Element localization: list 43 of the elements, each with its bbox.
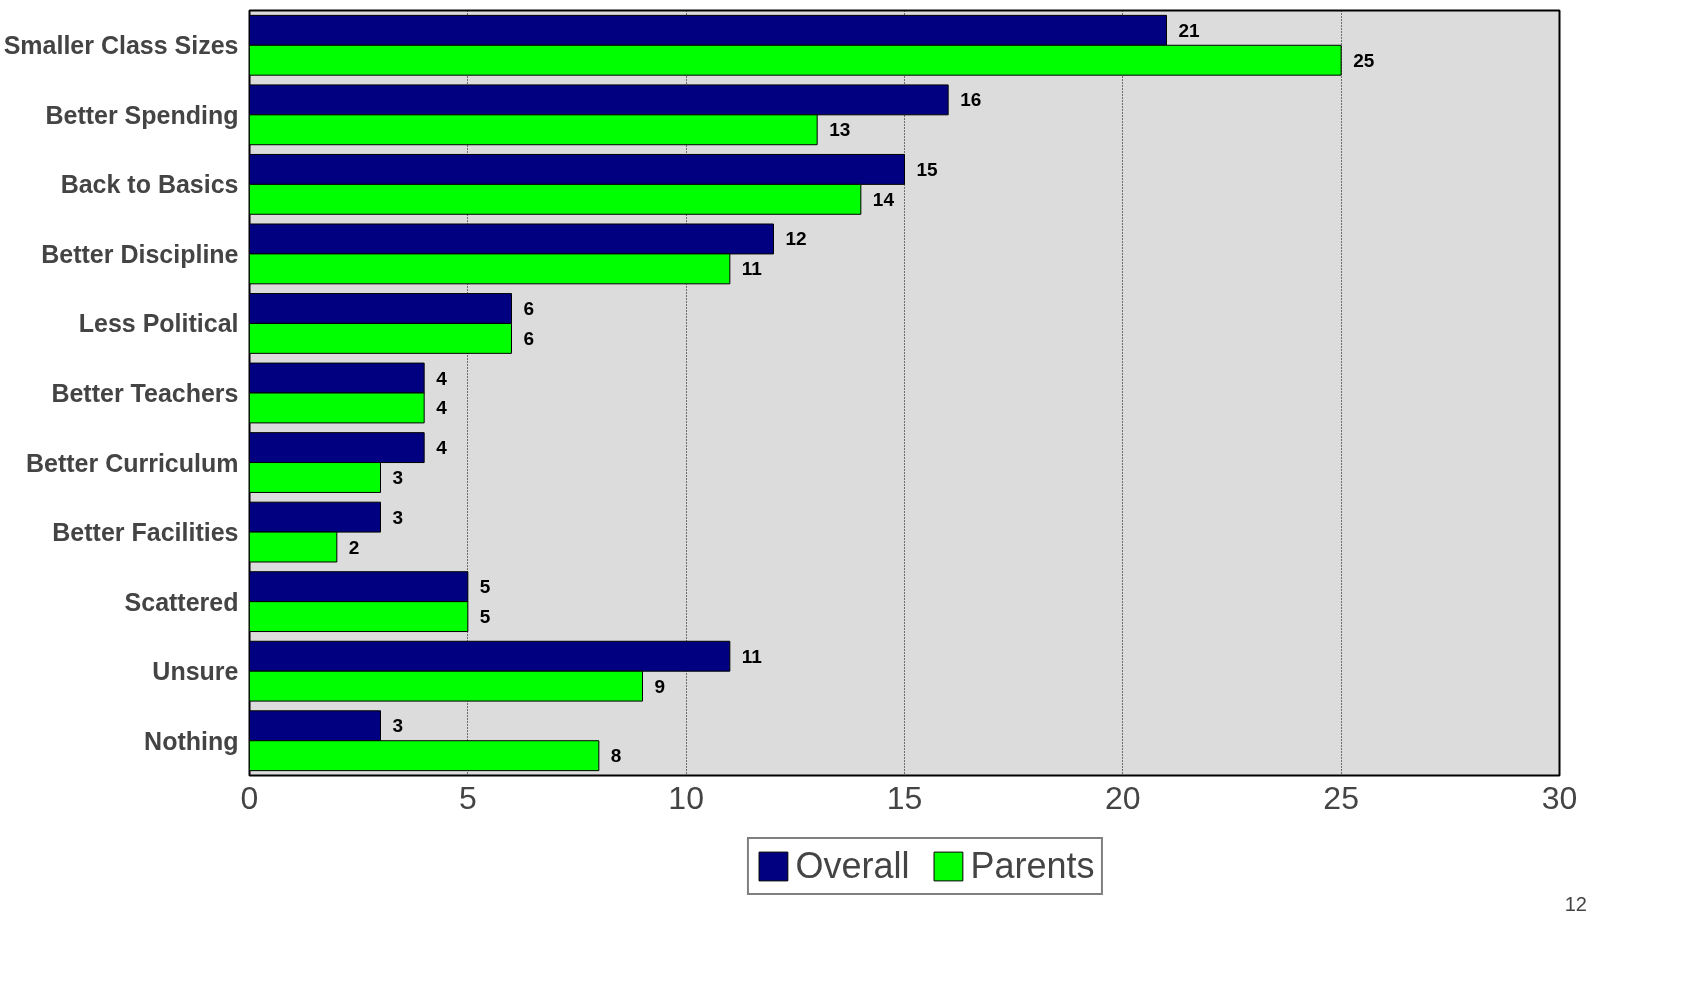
- text: 12: [1564, 892, 1587, 915]
- y-tick-label: Better Curriculum: [25, 448, 239, 477]
- y-tick-label: Smaller Class Sizes: [3, 31, 239, 60]
- y-tick-label: Nothing: [144, 726, 239, 755]
- data-label: 9: [654, 675, 666, 697]
- y-tick-label: Better Facilities: [52, 518, 239, 547]
- data-label: 3: [392, 506, 404, 528]
- y-tick-label: Better Discipline: [41, 239, 239, 268]
- x-tick-label: 25: [1323, 779, 1359, 816]
- data-label: 3: [392, 715, 404, 737]
- legend-label: Overall: [795, 845, 910, 887]
- data-label: 21: [1178, 19, 1201, 41]
- x-tick-label: 30: [1541, 779, 1578, 816]
- data-label: 4: [436, 367, 448, 389]
- y-tick-label: Back to Basics: [60, 170, 239, 199]
- x-tick-label: 15: [886, 779, 923, 816]
- data-label: 12: [785, 228, 807, 250]
- x-tick-label: 10: [668, 779, 704, 816]
- y-tick-label: Unsure: [152, 657, 239, 686]
- data-label: 8: [610, 745, 622, 767]
- data-label: 14: [872, 188, 895, 210]
- x-tick-label: 0: [240, 779, 259, 816]
- y-tick-label: Less Political: [78, 309, 239, 338]
- data-label: 13: [829, 119, 851, 141]
- data-label: 5: [479, 606, 491, 628]
- data-label: 25: [1353, 49, 1375, 71]
- data-label: 5: [479, 576, 491, 598]
- y-tick-label: Better Spending: [45, 100, 239, 129]
- data-label: 4: [436, 397, 448, 419]
- y-tick-label: Better Teachers: [51, 379, 239, 407]
- data-label: 6: [523, 327, 535, 349]
- data-label: 4: [436, 437, 448, 459]
- data-label: 16: [960, 89, 982, 111]
- data-label: 6: [523, 298, 535, 319]
- data-label: 11: [741, 645, 763, 667]
- data-label: 3: [392, 467, 404, 488]
- x-tick-label: 5: [458, 779, 477, 816]
- data-label: 15: [916, 158, 939, 180]
- x-tick-label: 20: [1105, 779, 1141, 816]
- data-label: 11: [741, 258, 763, 280]
- legend-label: Parents: [970, 845, 1095, 887]
- y-tick-label: Scattered: [124, 587, 239, 616]
- data-label: 2: [348, 536, 360, 558]
